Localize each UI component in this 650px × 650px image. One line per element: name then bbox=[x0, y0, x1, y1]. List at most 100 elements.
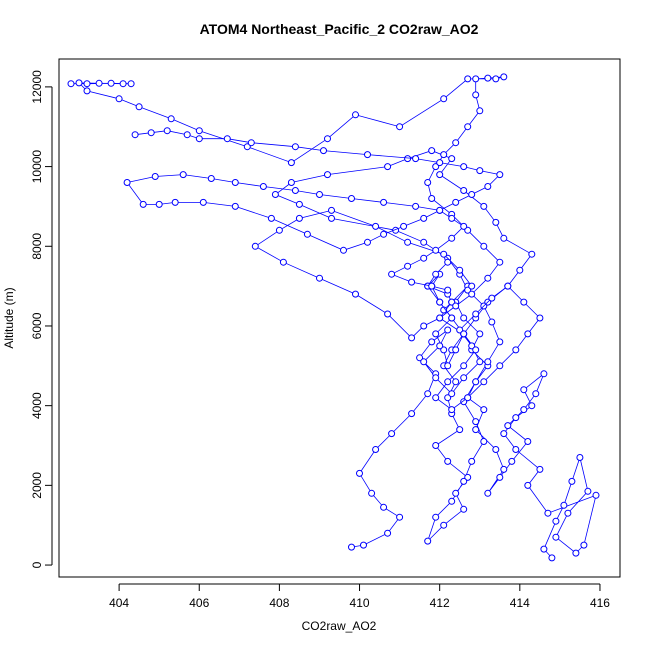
data-point bbox=[468, 290, 476, 298]
data-point bbox=[147, 129, 155, 137]
data-point bbox=[444, 457, 452, 465]
data-point bbox=[528, 250, 536, 258]
data-point bbox=[151, 173, 159, 180]
plot-area bbox=[67, 73, 600, 562]
data-point bbox=[412, 155, 420, 163]
data-point bbox=[552, 517, 560, 525]
data-point bbox=[195, 127, 203, 135]
data-point bbox=[468, 342, 476, 350]
data-point bbox=[452, 302, 460, 310]
data-point bbox=[107, 79, 115, 87]
data-point bbox=[484, 358, 492, 366]
data-point bbox=[324, 135, 331, 143]
data-point bbox=[408, 410, 416, 418]
data-point bbox=[436, 298, 444, 306]
data-point bbox=[464, 123, 472, 131]
data-point bbox=[428, 282, 436, 290]
x-axis-label: CO2raw_AO2 bbox=[302, 619, 377, 633]
data-point bbox=[460, 187, 468, 194]
data-point bbox=[436, 171, 444, 179]
data-point bbox=[476, 358, 484, 366]
data-point bbox=[460, 374, 468, 382]
data-point bbox=[460, 505, 468, 513]
data-point bbox=[163, 127, 171, 135]
data-point bbox=[584, 487, 592, 495]
data-point bbox=[512, 414, 520, 422]
data-point bbox=[524, 438, 532, 445]
data-point bbox=[468, 457, 476, 465]
data-point bbox=[484, 489, 492, 497]
data-point bbox=[540, 370, 548, 378]
data-point bbox=[536, 314, 544, 322]
data-point bbox=[424, 390, 432, 398]
data-point bbox=[452, 198, 460, 206]
data-point bbox=[544, 509, 552, 517]
y-tick-label: 2000 bbox=[30, 472, 44, 499]
data-point bbox=[448, 214, 456, 222]
data-point bbox=[316, 274, 323, 282]
data-point bbox=[464, 473, 472, 481]
data-point bbox=[444, 394, 452, 402]
data-point bbox=[524, 481, 532, 489]
data-point bbox=[460, 314, 468, 322]
plot-frame bbox=[58, 58, 621, 578]
data-point bbox=[540, 545, 548, 553]
data-point bbox=[448, 497, 456, 505]
data-point bbox=[231, 179, 239, 186]
data-point bbox=[484, 274, 492, 282]
data-point bbox=[320, 147, 327, 155]
data-point bbox=[512, 346, 520, 354]
data-point bbox=[520, 406, 528, 414]
data-point bbox=[592, 491, 600, 499]
data-point bbox=[295, 200, 303, 208]
data-point bbox=[291, 187, 299, 194]
data-point bbox=[460, 163, 468, 171]
data-point bbox=[287, 159, 295, 167]
data-point bbox=[500, 234, 508, 242]
data-point bbox=[436, 159, 444, 167]
data-point bbox=[316, 191, 323, 198]
data-point bbox=[348, 543, 355, 551]
data-point bbox=[468, 191, 476, 198]
data-point bbox=[472, 378, 480, 386]
data-point bbox=[75, 79, 83, 87]
y-tick-label: 4000 bbox=[30, 392, 44, 419]
data-point bbox=[452, 139, 460, 147]
data-point bbox=[328, 214, 335, 222]
data-point bbox=[287, 179, 295, 186]
y-tick-label: 6000 bbox=[30, 312, 44, 339]
data-point bbox=[436, 314, 444, 322]
data-point bbox=[440, 521, 448, 529]
data-point bbox=[448, 406, 456, 414]
data-point bbox=[500, 465, 508, 473]
data-point bbox=[384, 310, 392, 318]
data-point bbox=[488, 294, 496, 302]
data-point bbox=[436, 206, 444, 214]
data-point bbox=[247, 139, 255, 147]
data-point bbox=[432, 374, 440, 382]
data-point bbox=[372, 222, 380, 230]
data-point bbox=[500, 73, 508, 81]
data-point bbox=[420, 358, 428, 366]
data-point bbox=[480, 406, 488, 414]
data-point bbox=[496, 362, 504, 370]
data-point bbox=[448, 314, 456, 322]
data-point bbox=[328, 206, 335, 214]
x-tick-label: 416 bbox=[590, 596, 610, 610]
series-line-2 bbox=[71, 76, 504, 339]
data-point bbox=[404, 262, 412, 270]
data-point bbox=[460, 330, 468, 338]
data-point bbox=[448, 155, 456, 163]
data-point bbox=[195, 135, 203, 143]
data-point bbox=[131, 131, 139, 139]
data-point bbox=[504, 422, 512, 430]
data-point bbox=[127, 80, 135, 88]
data-point bbox=[404, 155, 412, 163]
data-point bbox=[432, 513, 440, 521]
data-point bbox=[340, 246, 347, 254]
data-point bbox=[532, 390, 540, 398]
data-point bbox=[436, 342, 444, 350]
x-tick-label: 408 bbox=[269, 596, 289, 610]
data-point bbox=[324, 171, 331, 179]
